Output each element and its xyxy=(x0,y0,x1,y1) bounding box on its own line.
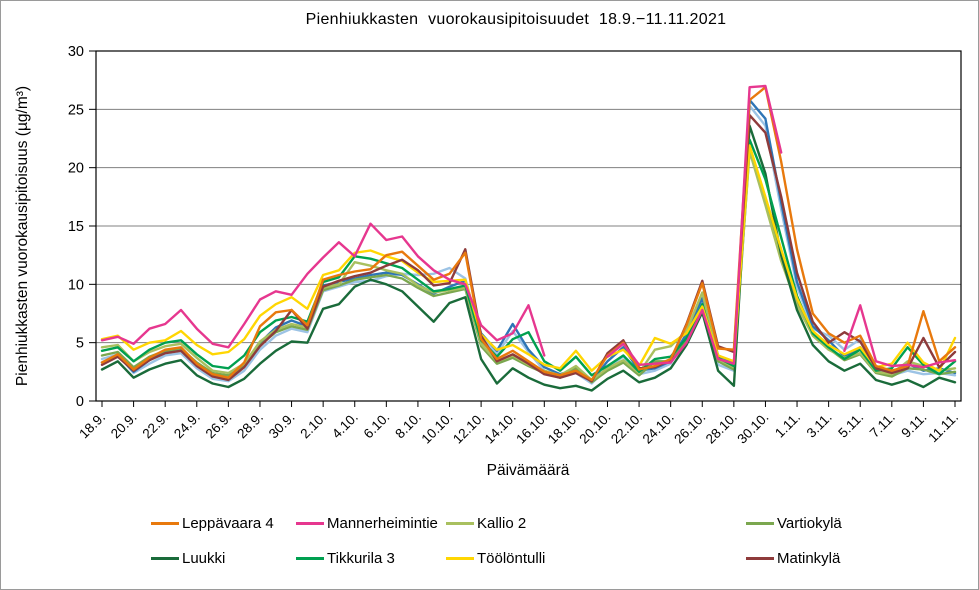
legend-label: Matinkylä xyxy=(777,549,841,567)
x-tick-label: 24.10. xyxy=(640,410,677,447)
chart-title: Pienhiukkasten vuorokausipitoisuudet 18.… xyxy=(305,11,727,28)
x-tick-label: 9.11. xyxy=(898,410,929,441)
legend: Leppävaara 4 Mannerheimintie Kallio 2 Varti… xyxy=(1,508,978,583)
legend-line-swatch xyxy=(446,556,474,560)
x-tick-label: 30.9. xyxy=(266,410,298,442)
legend-item-matinkyl-: Matinkylä xyxy=(746,549,840,567)
legend-item-tikkurila-3: Tikkurila 3 xyxy=(296,549,395,567)
x-tick-label: 4.10. xyxy=(329,410,361,442)
legend-item-kallio-2: Kallio 2 xyxy=(446,514,526,532)
legend-label: Mannerheimintie xyxy=(327,514,438,532)
legend-item-mannerheimintie: Mannerheimintie xyxy=(296,514,438,532)
x-tick-label: 16.10. xyxy=(513,410,550,447)
legend-line-swatch xyxy=(296,556,324,560)
y-tick-label: 20 xyxy=(68,161,84,177)
x-tick-label: 28.9. xyxy=(234,410,266,442)
x-tick-label: 10.10. xyxy=(418,410,455,447)
legend-label: Luukki xyxy=(182,549,226,567)
legend-label: Tikkurila 3 xyxy=(327,549,395,567)
legend-line-swatch xyxy=(296,521,324,525)
y-tick-label: 30 xyxy=(68,44,84,60)
x-tick-label: 20.10. xyxy=(576,410,613,447)
legend-label: Töölöntulli xyxy=(477,549,546,567)
x-tick-label: 22.9. xyxy=(139,410,171,442)
legend-label: Vartiokylä xyxy=(777,514,842,532)
y-tick-label: 25 xyxy=(68,102,84,118)
x-tick-label: 12.10. xyxy=(450,410,487,447)
legend-item-vartiokyl-: Vartiokylä xyxy=(746,514,842,532)
legend-label: Leppävaara 4 xyxy=(182,514,274,532)
x-tick-label: 28.10. xyxy=(703,410,740,447)
legend-item-luukki: Luukki xyxy=(151,549,225,567)
x-tick-label: 26.9. xyxy=(203,410,235,442)
y-tick-label: 15 xyxy=(68,219,84,235)
x-axis-title: Päivämäärä xyxy=(487,462,570,479)
y-tick-label: 5 xyxy=(76,336,84,352)
legend-label: Kallio 2 xyxy=(477,514,527,532)
y-tick-label: 10 xyxy=(68,277,84,293)
x-tick-label: 20.9. xyxy=(108,410,140,442)
x-tick-label: 7.11. xyxy=(867,410,898,441)
x-tick-label: 5.11. xyxy=(835,410,866,441)
series-line-matinkyla xyxy=(100,114,957,383)
legend-line-swatch xyxy=(446,521,474,525)
x-tick-label: 18.9. xyxy=(76,410,108,442)
x-tick-label: 6.10. xyxy=(361,410,393,442)
x-tick-label: 3.11. xyxy=(804,410,835,441)
x-tick-label: 1.11. xyxy=(772,410,803,441)
x-tick-label: 24.9. xyxy=(171,410,203,442)
legend-item-t-l-ntulli: Töölöntulli xyxy=(446,549,545,567)
y-tick-label: 0 xyxy=(76,394,84,410)
x-tick-label: 11.11. xyxy=(925,410,961,446)
legend-item-lepp-vaara-4: Leppävaara 4 xyxy=(151,514,274,532)
series-line-mannerheimintie xyxy=(100,84,957,369)
legend-line-swatch xyxy=(746,521,774,525)
x-tick-label: 22.10. xyxy=(608,410,645,447)
x-tick-label: 18.10. xyxy=(545,410,582,447)
series-line-luukki xyxy=(100,124,957,392)
series-line-leppavaara-4 xyxy=(100,86,957,382)
x-tick-label: 2.10. xyxy=(297,410,329,442)
series-line-tikkurila-3 xyxy=(100,138,957,377)
legend-line-swatch xyxy=(151,521,179,525)
x-tick-label: 26.10. xyxy=(671,410,708,447)
x-tick-label: 30.10. xyxy=(734,410,771,447)
legend-line-swatch xyxy=(151,556,179,560)
series-line-toolontulli xyxy=(100,144,957,372)
legend-line-swatch xyxy=(746,556,774,560)
x-tick-label: 14.10. xyxy=(482,410,519,447)
y-axis-title: Pienhiukkasten vuorokausipitoisuus (µg/m… xyxy=(14,86,31,386)
